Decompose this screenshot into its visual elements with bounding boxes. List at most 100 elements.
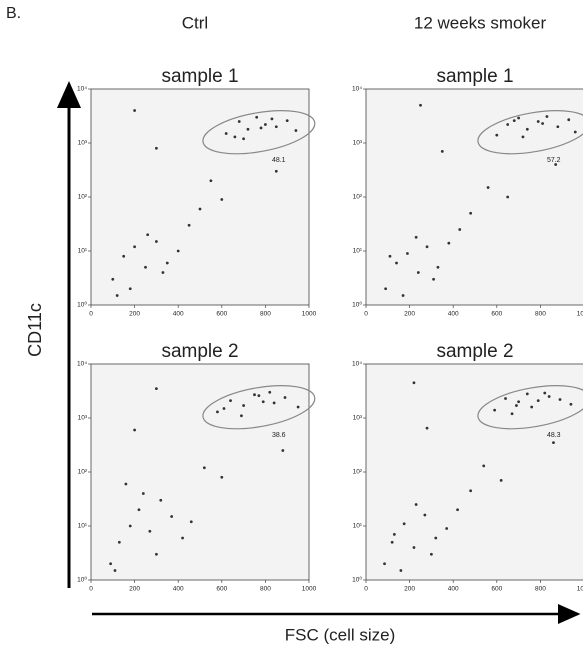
data-point	[165, 261, 169, 265]
plot-area	[365, 88, 583, 306]
y-tick-label: 10³	[78, 415, 88, 422]
data-point	[430, 552, 433, 556]
data-point	[141, 492, 145, 495]
data-point	[268, 390, 272, 394]
y-axis-label: CD11c	[25, 303, 45, 357]
y-tick-label: 10¹	[353, 523, 363, 530]
panel-label: B.	[6, 5, 21, 22]
y-tick-label: 10²	[353, 469, 363, 476]
data-point	[401, 294, 405, 297]
data-point	[416, 271, 420, 274]
data-point	[414, 503, 418, 506]
data-point	[445, 527, 449, 530]
data-point	[390, 540, 394, 544]
data-point	[434, 536, 438, 540]
gate	[202, 385, 316, 430]
gate	[477, 110, 583, 155]
data-point	[521, 135, 525, 139]
data-point	[412, 381, 416, 385]
chart-title: sample 1	[436, 66, 513, 87]
data-point	[155, 146, 158, 150]
chart-title: sample 2	[161, 341, 238, 362]
data-point	[242, 404, 246, 407]
data-point	[113, 569, 117, 572]
data-point	[133, 428, 137, 432]
data-point	[458, 228, 462, 231]
data-point	[257, 394, 261, 397]
data-point	[117, 540, 121, 544]
data-point	[425, 245, 429, 249]
data-point	[545, 115, 549, 118]
x-tick-label: 200	[129, 311, 140, 318]
data-point	[198, 207, 202, 211]
data-point	[541, 122, 544, 125]
y-tick-label: 10⁰	[77, 576, 87, 584]
x-tick-label: 200	[129, 586, 140, 593]
data-point	[220, 475, 224, 479]
x-tick-label: 200	[404, 311, 415, 318]
data-point	[447, 241, 451, 245]
data-point	[259, 126, 263, 130]
data-point	[406, 252, 409, 255]
data-point	[216, 410, 219, 414]
data-point	[536, 120, 540, 123]
x-tick-label: 800	[260, 586, 271, 593]
x-tick-label: 1000	[577, 311, 583, 318]
data-point	[525, 392, 529, 396]
data-point	[296, 405, 300, 409]
data-point	[384, 287, 388, 291]
data-point	[270, 117, 274, 121]
data-point	[517, 116, 520, 120]
x-tick-label: 800	[260, 311, 271, 318]
data-point	[285, 119, 289, 122]
data-point	[170, 515, 174, 518]
x-tick-label: 400	[448, 586, 459, 593]
data-point	[432, 277, 435, 281]
chart-title: sample 2	[436, 341, 513, 362]
data-point	[187, 223, 191, 227]
data-point	[181, 536, 184, 540]
data-point	[517, 400, 520, 404]
gate-label: 48.3	[547, 432, 561, 439]
chart-title: sample 1	[161, 66, 238, 87]
y-tick-label: 10¹	[78, 248, 88, 255]
data-point	[543, 391, 547, 395]
data-point	[176, 249, 180, 253]
y-tick-label: 10⁴	[77, 86, 87, 93]
data-point	[222, 407, 226, 410]
y-tick-label: 10⁴	[352, 361, 362, 368]
data-point	[242, 137, 246, 141]
data-point	[512, 119, 516, 122]
data-point	[209, 179, 213, 183]
data-point	[515, 404, 518, 407]
x-tick-label: 800	[535, 311, 546, 318]
data-point	[224, 132, 228, 135]
data-point	[146, 233, 150, 237]
data-point	[436, 265, 440, 269]
data-point	[556, 125, 560, 129]
gate	[477, 385, 583, 430]
data-point	[124, 482, 128, 486]
gate-label: 48.1	[272, 157, 286, 164]
data-point	[155, 387, 158, 391]
data-point	[246, 127, 250, 131]
data-point	[383, 562, 386, 566]
data-point	[294, 129, 298, 132]
y-tick-label: 10⁰	[352, 301, 362, 309]
data-point	[159, 498, 163, 502]
x-tick-label: 400	[173, 586, 184, 593]
y-tick-label: 10⁴	[352, 86, 362, 93]
x-tick-label: 800	[535, 586, 546, 593]
x-tick-label: 200	[404, 586, 415, 593]
data-point	[229, 399, 232, 403]
y-tick-label: 10³	[78, 140, 88, 147]
column-title: Ctrl	[182, 13, 208, 32]
data-point	[469, 211, 473, 215]
data-point	[495, 133, 499, 137]
x-tick-label: 0	[364, 311, 368, 318]
data-point	[412, 546, 416, 549]
data-point	[237, 120, 241, 123]
x-tick-label: 400	[173, 311, 184, 318]
data-point	[161, 271, 165, 274]
